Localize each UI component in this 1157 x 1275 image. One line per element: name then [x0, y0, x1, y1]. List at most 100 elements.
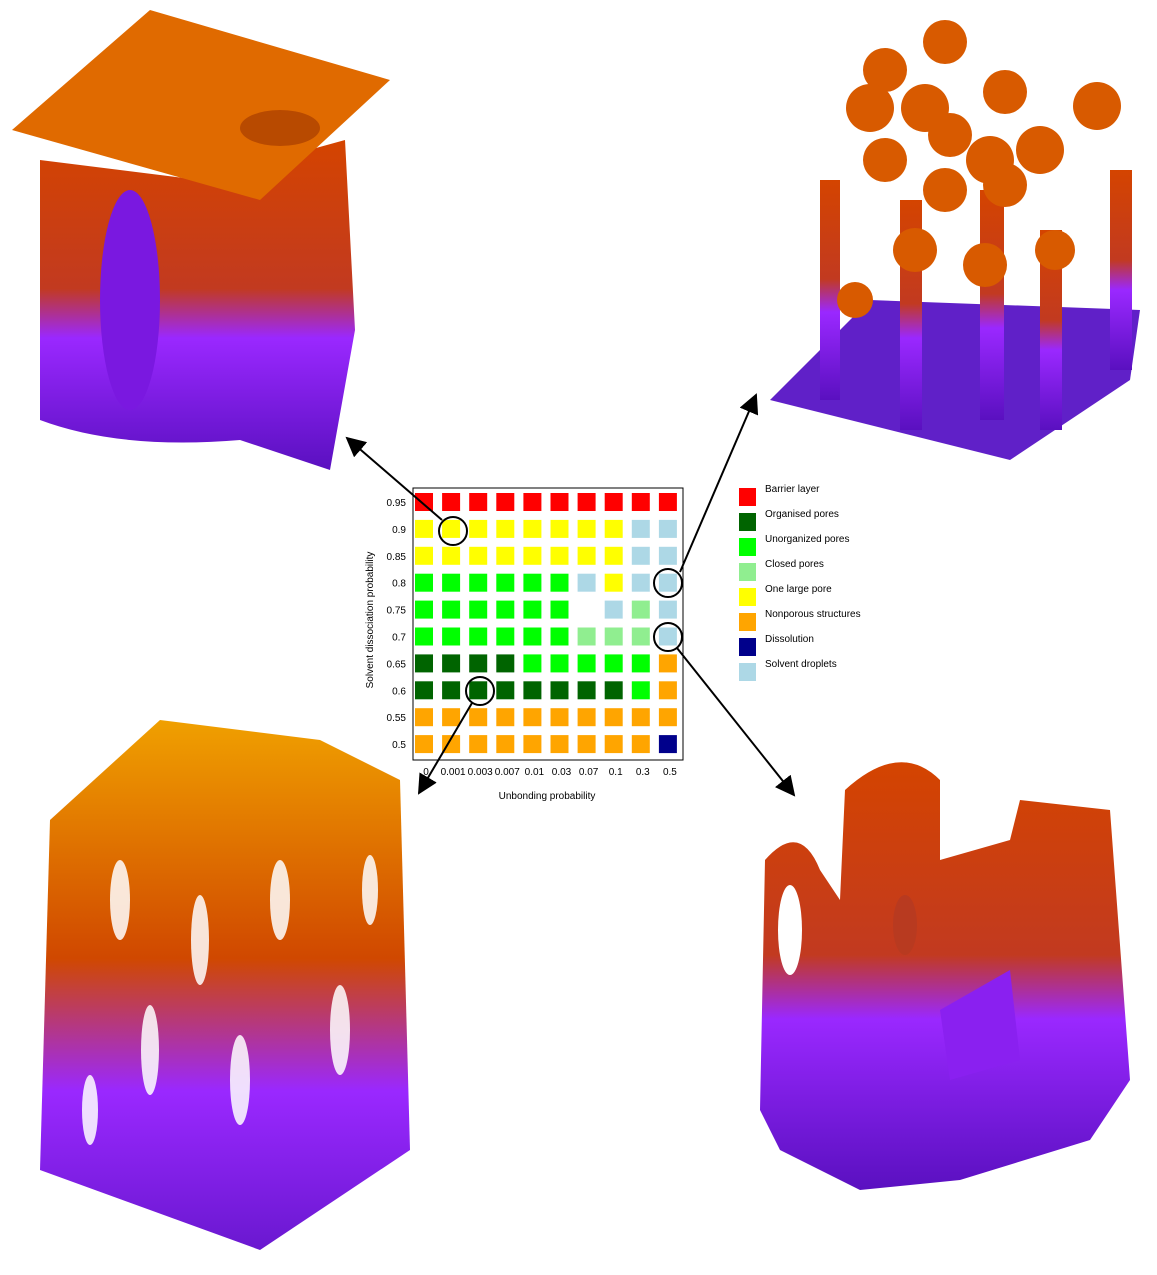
x-tick-label: 0.1 [609, 767, 623, 778]
cell [523, 546, 542, 565]
cell [550, 654, 569, 673]
cell [523, 600, 542, 619]
cell [631, 627, 650, 646]
legend-swatch [739, 563, 756, 581]
cell [604, 708, 623, 727]
y-tick-label: 0.75 [387, 606, 407, 617]
cell [577, 627, 596, 646]
cell [658, 546, 677, 565]
cell [631, 600, 650, 619]
cell [496, 708, 515, 727]
cell [496, 573, 515, 592]
cell [523, 681, 542, 700]
cell [550, 708, 569, 727]
y-tick-label: 0.85 [387, 552, 407, 563]
x-tick-label: 0.001 [441, 767, 466, 778]
y-tick-label: 0.65 [387, 659, 407, 670]
cell [550, 627, 569, 646]
y-tick-label: 0.5 [392, 740, 406, 751]
cell [469, 573, 488, 592]
y-tick-label: 0.9 [392, 525, 406, 536]
legend-label: Solvent droplets [765, 659, 837, 670]
cell [415, 654, 433, 673]
cell [523, 493, 542, 511]
x-tick-label: 0.03 [552, 767, 572, 778]
cell [469, 735, 488, 754]
cell [604, 546, 623, 565]
cell [658, 573, 677, 592]
cell [631, 546, 650, 565]
cell [577, 708, 596, 727]
legend-label: Nonporous structures [765, 609, 861, 620]
cell [658, 735, 677, 754]
cell [442, 708, 461, 727]
cell [442, 546, 461, 565]
cell [442, 519, 461, 538]
legend-swatch [739, 488, 756, 506]
cell [604, 654, 623, 673]
cell [604, 600, 623, 619]
x-tick-label: 0.01 [525, 767, 545, 778]
cell [658, 519, 677, 538]
cell [550, 681, 569, 700]
cell [550, 573, 569, 592]
cell [415, 573, 433, 592]
cell [604, 681, 623, 700]
cell [496, 519, 515, 538]
cell [496, 735, 515, 754]
legend-swatch [739, 638, 756, 656]
cell [496, 546, 515, 565]
x-tick-label: 0.3 [636, 767, 650, 778]
cell [550, 735, 569, 754]
cell [604, 493, 623, 511]
cell [415, 735, 433, 754]
cell [658, 681, 677, 700]
cell [523, 708, 542, 727]
cell [415, 681, 433, 700]
x-tick-label: 0.007 [495, 767, 520, 778]
cell [496, 493, 515, 511]
cell [550, 600, 569, 619]
cell [415, 519, 433, 538]
cell [577, 519, 596, 538]
cell [577, 681, 596, 700]
cell [415, 546, 433, 565]
cell [523, 735, 542, 754]
cell [550, 493, 569, 511]
cell [523, 654, 542, 673]
legend-label: Closed pores [765, 559, 824, 570]
cell [631, 573, 650, 592]
cell [631, 681, 650, 700]
cell [442, 627, 461, 646]
y-tick-label: 0.7 [392, 633, 406, 644]
cell [550, 519, 569, 538]
cell [523, 627, 542, 646]
cell [469, 493, 488, 511]
cell [469, 546, 488, 565]
render-organised [40, 720, 410, 1250]
cell [496, 681, 515, 700]
cell [577, 546, 596, 565]
x-tick-label: 0.003 [468, 767, 493, 778]
cell [604, 627, 623, 646]
legend-label: Unorganized pores [765, 534, 850, 545]
render-columns [760, 762, 1130, 1190]
cell [523, 573, 542, 592]
legend-label: Dissolution [765, 634, 814, 645]
cell [550, 546, 569, 565]
cell [415, 493, 433, 511]
arrows [345, 393, 796, 797]
cell [631, 708, 650, 727]
cell [469, 600, 488, 619]
cell [415, 627, 433, 646]
y-axis-title: Solvent dissociation probability [365, 552, 376, 689]
cell [658, 708, 677, 727]
cell [604, 735, 623, 754]
legend-label: Barrier layer [765, 484, 820, 495]
y-tick-label: 0.95 [387, 498, 407, 509]
legend-swatch [739, 513, 756, 531]
render-droplets [770, 20, 1140, 460]
cell [442, 573, 461, 592]
cell [604, 519, 623, 538]
legend-swatch [739, 663, 756, 681]
